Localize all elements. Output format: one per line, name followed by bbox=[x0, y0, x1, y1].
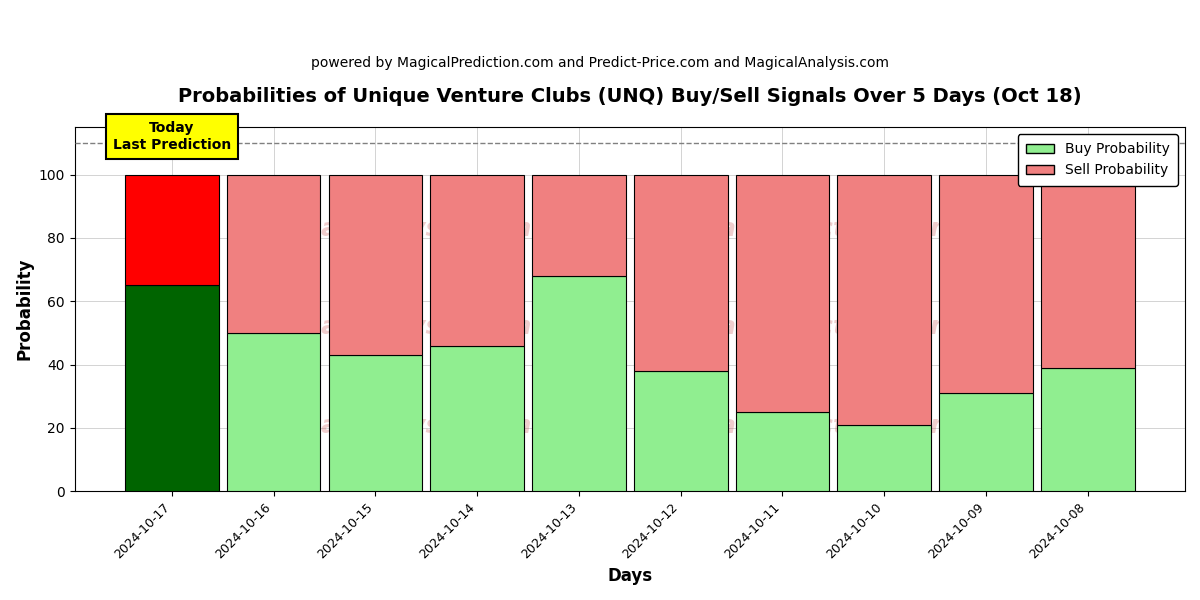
Text: powered by MagicalPrediction.com and Predict-Price.com and MagicalAnalysis.com: powered by MagicalPrediction.com and Pre… bbox=[311, 56, 889, 70]
Bar bbox=[431, 346, 524, 491]
X-axis label: Days: Days bbox=[607, 567, 653, 585]
Bar bbox=[940, 175, 1033, 393]
Bar bbox=[940, 393, 1033, 491]
Bar bbox=[227, 175, 320, 333]
Text: MagicalPrediction.com: MagicalPrediction.com bbox=[636, 413, 956, 437]
Bar bbox=[1040, 368, 1134, 491]
Bar bbox=[227, 333, 320, 491]
Bar bbox=[736, 175, 829, 412]
Bar bbox=[329, 355, 422, 491]
Bar bbox=[1040, 175, 1134, 368]
Text: MagicalPrediction.com: MagicalPrediction.com bbox=[636, 316, 956, 340]
Bar bbox=[329, 175, 422, 355]
Text: MagicalAnalysis.com: MagicalAnalysis.com bbox=[239, 316, 533, 340]
Bar bbox=[838, 425, 931, 491]
Text: MagicalPrediction.com: MagicalPrediction.com bbox=[636, 217, 956, 241]
Bar bbox=[838, 175, 931, 425]
Bar bbox=[125, 175, 218, 286]
Title: Probabilities of Unique Venture Clubs (UNQ) Buy/Sell Signals Over 5 Days (Oct 18: Probabilities of Unique Venture Clubs (U… bbox=[178, 87, 1081, 106]
Text: Today
Last Prediction: Today Last Prediction bbox=[113, 121, 232, 152]
Bar bbox=[634, 371, 727, 491]
Bar bbox=[532, 175, 625, 276]
Legend: Buy Probability, Sell Probability: Buy Probability, Sell Probability bbox=[1018, 134, 1178, 185]
Bar bbox=[736, 412, 829, 491]
Bar bbox=[532, 276, 625, 491]
Y-axis label: Probability: Probability bbox=[16, 258, 34, 361]
Bar bbox=[634, 175, 727, 371]
Text: MagicalAnalysis.com: MagicalAnalysis.com bbox=[239, 413, 533, 437]
Bar bbox=[125, 286, 218, 491]
Bar bbox=[431, 175, 524, 346]
Text: MagicalAnalysis.com: MagicalAnalysis.com bbox=[239, 217, 533, 241]
